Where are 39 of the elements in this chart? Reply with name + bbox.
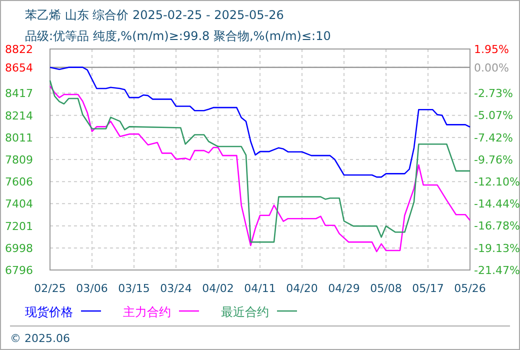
y-tick-label: 6796 — [5, 264, 33, 277]
y-tick-label: 8214 — [5, 109, 33, 122]
x-tick-label: 04/11 — [244, 282, 276, 295]
y2-tick-label: -19.13% — [474, 242, 520, 255]
legend-label: 主力合约 — [123, 305, 171, 319]
y2-tick-label: -12.10% — [474, 176, 520, 189]
y2-tick-label: -5.07% — [474, 109, 513, 122]
x-tick-label: 04/02 — [202, 282, 234, 295]
x-tick-label: 04/20 — [286, 282, 318, 295]
y-tick-label: 7606 — [5, 176, 33, 189]
y2-tick-label: -16.78% — [474, 220, 520, 233]
y2-tick-label: -7.42% — [474, 131, 513, 144]
y-tick-label: 7201 — [5, 220, 33, 233]
y2-tick-label: -2.73% — [474, 87, 513, 100]
x-tick-label: 03/06 — [76, 282, 108, 295]
x-tick-label: 04/29 — [328, 282, 360, 295]
y-tick-label: 6998 — [5, 242, 33, 255]
chart-subtitle: 品级:优等品 纯度,%(m/m)≥:99.8 聚合物,%(m/m)≤:10 — [25, 29, 331, 43]
y-tick-label: 8011 — [5, 131, 33, 144]
legend-label: 现货价格 — [25, 305, 73, 319]
y-tick-label: 8822 — [5, 43, 33, 56]
y-tick-label: 7809 — [5, 154, 33, 166]
y-tick-label: 8417 — [5, 87, 33, 100]
y2-tick-label: 1.95% — [474, 43, 509, 56]
y-tick-label: 8654 — [5, 61, 33, 74]
x-tick-label: 02/25 — [34, 282, 66, 295]
x-tick-label: 03/24 — [160, 282, 192, 295]
text: © 2025.06 — [10, 332, 70, 345]
y2-tick-label: -9.76% — [474, 154, 513, 166]
x-tick-label: 05/26 — [454, 282, 486, 295]
y2-tick-label: -21.47% — [474, 264, 520, 277]
x-tick-label: 05/17 — [412, 282, 444, 295]
x-tick-label: 03/15 — [118, 282, 150, 295]
y2-tick-label: 0.00% — [474, 61, 509, 74]
chart-title: 苯乙烯 山东 综合价 2025-02-25 - 2025-05-26 — [25, 8, 284, 22]
y-tick-label: 7404 — [5, 198, 33, 211]
x-tick-label: 05/08 — [370, 282, 402, 295]
legend-label: 最近合约 — [221, 305, 269, 319]
y2-tick-label: -14.44% — [474, 198, 520, 211]
